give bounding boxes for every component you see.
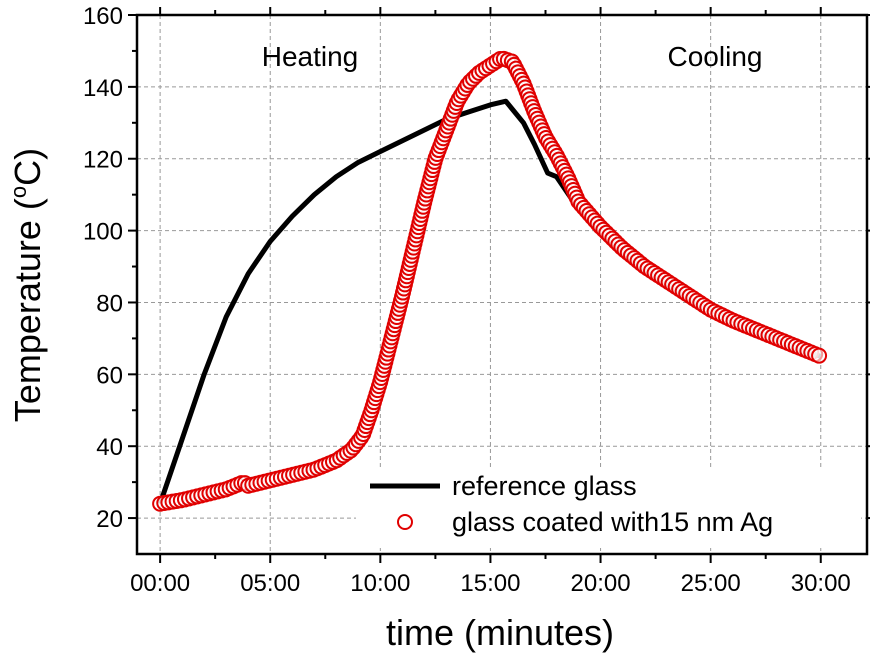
- series-layer: [152, 50, 828, 512]
- annotation-cooling: Cooling: [668, 41, 763, 72]
- x-axis-label: time (minutes): [386, 612, 614, 653]
- annotation-heating: Heating: [262, 41, 359, 72]
- legend: reference glass glass coated with15 nm A…: [370, 471, 773, 537]
- y-tick-label: 160: [83, 3, 123, 30]
- y-tick-label: 20: [96, 506, 123, 533]
- x-tick-label: 10:00: [350, 570, 410, 597]
- y-tick-label: 100: [83, 219, 123, 246]
- legend-marker-coated-glass: [397, 514, 413, 530]
- y-tick-label: 140: [83, 75, 123, 102]
- x-tick-label: 30:00: [791, 570, 851, 597]
- y-tick-label: 60: [96, 362, 123, 389]
- y-axis-label: Temperature (oC): [6, 148, 48, 422]
- x-tick-label: 00:00: [130, 570, 190, 597]
- x-tick-label: 15:00: [460, 570, 520, 597]
- y-axis-label-end: C): [7, 148, 48, 186]
- y-axis-label-sup: o: [6, 186, 31, 198]
- legend-label-reference-glass: reference glass: [452, 471, 637, 501]
- y-tick-label: 40: [96, 434, 123, 461]
- x-tick-label: 05:00: [240, 570, 300, 597]
- data-point-coated-glass: [811, 347, 828, 364]
- y-axis-label-main: Temperature (: [7, 198, 48, 422]
- x-tick-label: 20:00: [571, 570, 631, 597]
- plot-frame: [135, 13, 869, 556]
- legend-background: [356, 468, 861, 548]
- x-tick-label: 25:00: [681, 570, 741, 597]
- legend-label-coated-glass: glass coated with15 nm Ag: [452, 507, 773, 537]
- y-tick-label: 120: [83, 147, 123, 174]
- y-tick-label: 80: [96, 290, 123, 317]
- axes: 00:00 05:00 10:00 15:00 20:00 25:00 30:00 20 40 6…: [83, 3, 870, 597]
